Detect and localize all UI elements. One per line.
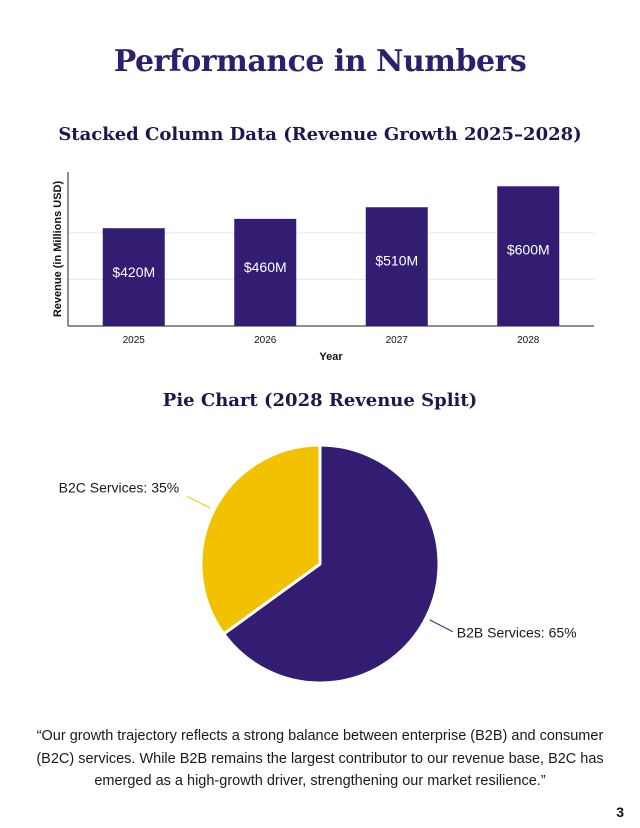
pie-slice-label: B2B Services: 65% [457,625,577,641]
quote-text: “Our growth trajectory reflects a strong… [36,728,604,789]
bar [102,228,165,326]
pie-slice-label: B2C Services: 35% [59,479,180,495]
bar-chart-title: Stacked Column Data (Revenue Growth 2025… [58,124,582,145]
x-tick-label: 2027 [386,335,409,346]
bar [234,218,297,326]
pie-leader-line [187,495,211,509]
bar-data-label: $510M [375,253,418,269]
pie-slice [199,443,322,636]
page-title: Performance in Numbers [113,44,527,79]
bar [365,207,428,326]
page-number: 3 [616,804,624,820]
bar-marks: $420M 2025 $460M 2026 $510M 2027 $600M 2028 [102,186,560,346]
pie-marks [199,443,441,685]
x-axis-label: Year [319,351,343,363]
pie-chart: B2B Services: 65% B2C Services: 35% [59,443,577,685]
bar-data-label: $600M [507,241,550,257]
pie-labels: B2B Services: 65% B2C Services: 35% [59,479,577,640]
x-tick-label: 2028 [517,335,540,346]
pie-slice [222,443,441,685]
pie-leader-line [429,619,453,633]
pie-chart-title: Pie Chart (2028 Revenue Split) [162,390,478,411]
y-axis-label: Revenue (in Millions USD) [52,181,64,318]
x-tick-label: 2026 [254,335,277,346]
bar-data-label: $460M [244,259,287,275]
bar-chart: $420M 2025 $460M 2026 $510M 2027 $600M 2028 Rev… [52,172,594,363]
bar [497,186,560,326]
x-tick-label: 2025 [123,335,146,346]
bar-data-label: $420M [112,264,155,280]
